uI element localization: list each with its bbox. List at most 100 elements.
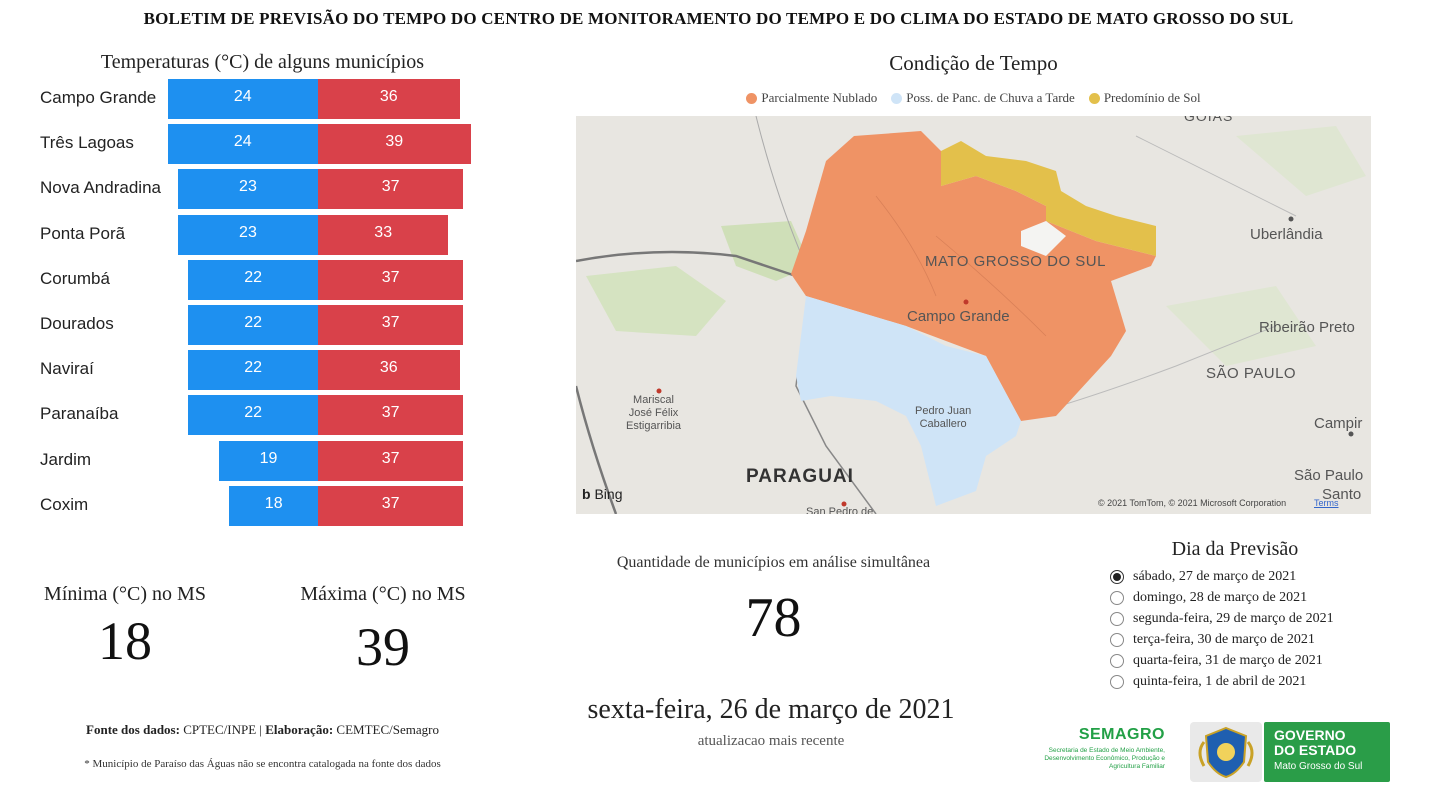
max-temp-bar[interactable]: 36 [318, 350, 460, 391]
map-border [576, 385, 618, 514]
min-temp-label: Mínima (°C) no MS [44, 583, 206, 605]
forecast-option-label: terça-feira, 30 de março de 2021 [1133, 632, 1315, 647]
city-row[interactable]: Dourados 22 37 [0, 305, 520, 347]
city-row[interactable]: Ponta Porã 23 33 [0, 214, 520, 257]
map-label-sao-paulo-state: SÃO PAULO [1206, 365, 1297, 382]
legend-dot-icon [891, 92, 903, 104]
max-temp-bar[interactable]: 37 [318, 305, 464, 345]
min-temp-bar[interactable]: 23 [177, 214, 318, 255]
radio-button[interactable] [1110, 570, 1124, 584]
map-label-campo-grande: Campo Grande [907, 308, 1010, 325]
legend-item[interactable]: Parcialmente Nublado [746, 90, 877, 106]
map-label-ribeirao-preto: Ribeirão Preto [1259, 319, 1355, 336]
max-temp-label: Máxima (°C) no MS [300, 583, 466, 605]
forecast-option[interactable]: quinta-feira, 1 de abril de 2021 [1110, 674, 1306, 690]
max-temp-bar[interactable]: 37 [318, 259, 464, 300]
map-label-paraguai: PARAGUAI [746, 466, 854, 487]
city-name: Ponta Porã [40, 223, 126, 243]
city-name: Paranaíba [40, 404, 119, 424]
city-name: Três Lagoas [40, 133, 134, 153]
source-label: Fonte dos dados: [86, 722, 180, 737]
map-label-goias: GOIÁS [1184, 116, 1234, 124]
analysis-value: 78 [745, 587, 802, 649]
max-temp-value: 39 [356, 617, 410, 677]
bing-label: Bing [594, 486, 623, 502]
forecast-option[interactable]: quarta-feira, 31 de março de 2021 [1110, 653, 1323, 669]
region-chuva-a-tarde[interactable] [796, 296, 1021, 506]
radio-button[interactable] [1110, 633, 1124, 647]
radio-button[interactable] [1110, 675, 1124, 689]
city-row[interactable]: Jardim 19 37 [0, 440, 520, 483]
map-label-mariscal: Mariscal José Félix Estigarribia [626, 394, 682, 432]
campinas-marker[interactable] [1348, 431, 1354, 437]
legend-label: Parcialmente Nublado [761, 90, 878, 105]
semagro-logo: SEMAGRO Secretaria de Estado de Meio Amb… [1030, 726, 1165, 776]
city-name: Dourados [40, 314, 114, 333]
city-row[interactable]: Coxim 18 37 [0, 485, 520, 528]
min-temp-bar[interactable]: 24 [167, 79, 318, 119]
forecast-option[interactable]: domingo, 28 de março de 2021 [1110, 590, 1307, 606]
forecast-option[interactable]: terça-feira, 30 de março de 2021 [1110, 632, 1315, 648]
city-name: Campo Grande [40, 88, 157, 107]
max-temp-bar[interactable]: 37 [318, 440, 464, 481]
min-temp-value: 18 [98, 611, 152, 671]
mariscal-marker[interactable] [656, 388, 662, 394]
forecast-option[interactable]: segunda-feira, 29 de março de 2021 [1110, 611, 1334, 627]
min-temp-bar[interactable]: 23 [177, 169, 318, 210]
city-row[interactable]: Naviraí 22 36 [0, 350, 520, 392]
city-row[interactable]: Paranaíba 22 37 [0, 395, 520, 437]
min-temp-bar[interactable]: 22 [188, 350, 318, 391]
weather-map[interactable]: GOIÁS Uberlândia MATO GROSSO DO SUL Camp… [576, 116, 1371, 514]
map-terms-link[interactable]: Terms [1314, 498, 1339, 508]
min-temp-bar[interactable]: 19 [219, 440, 318, 481]
author-value: CEMTEC/Semagro [333, 722, 439, 737]
current-subtitle: atualizacao mais recente [697, 733, 845, 749]
government-logo: GOVERNO DO ESTADO Mato Grosso do Sul [1190, 722, 1390, 782]
max-temp-bar[interactable]: 37 [318, 169, 464, 210]
gov-line-1: GOVERNO [1274, 727, 1346, 743]
region-predominio-de-sol[interactable] [941, 141, 1156, 256]
author-label: Elaboração: [265, 722, 334, 737]
forecast-option-label: segunda-feira, 29 de março de 2021 [1133, 611, 1334, 626]
map-vegetation [586, 266, 726, 336]
city-name: Nova Andradina [40, 178, 161, 198]
city-row[interactable]: Três Lagoas 24 39 [0, 124, 520, 166]
map-label-campinas: Campir [1314, 415, 1363, 432]
min-temp-bar[interactable]: 22 [188, 305, 318, 345]
bing-b-icon: b [582, 486, 591, 502]
min-temp-bar[interactable]: 22 [188, 395, 318, 436]
map-legend: Parcialmente Nublado Poss. de Panc. de Ch… [576, 90, 1371, 106]
legend-item[interactable]: Poss. de Panc. de Chuva a Tarde [891, 90, 1075, 106]
map-label-san-pedro: San Pedro de [806, 506, 874, 514]
city-row[interactable]: Corumbá 22 37 [0, 259, 520, 302]
city-row[interactable]: Nova Andradina 23 37 [0, 169, 520, 211]
min-temp-bar[interactable]: 18 [229, 485, 318, 526]
max-temp-bar[interactable]: 37 [318, 485, 464, 526]
radio-button[interactable] [1110, 612, 1124, 626]
max-temp-bar[interactable]: 36 [318, 79, 460, 119]
radio-button[interactable] [1110, 654, 1124, 668]
city-row[interactable]: Campo Grande 24 36 [0, 79, 520, 121]
map-internal-border [875, 195, 937, 297]
map-title: Condição de Tempo [889, 51, 1058, 75]
forecast-option-label: quarta-feira, 31 de março de 2021 [1133, 653, 1323, 668]
map-label-santos: Santo [1322, 486, 1362, 503]
legend-dot-icon [1088, 92, 1100, 104]
san-pedro-marker[interactable] [841, 501, 847, 507]
max-temp-bar[interactable]: 33 [318, 214, 449, 255]
uberlandia-marker[interactable] [1288, 216, 1294, 222]
city-name: Naviraí [40, 359, 94, 379]
bing-logo: b Bing [582, 486, 622, 502]
min-temp-bar[interactable]: 22 [188, 259, 318, 300]
legend-item[interactable]: Predomínio de Sol [1088, 90, 1201, 106]
map-internal-border [935, 235, 1047, 337]
campo-grande-marker[interactable] [963, 299, 969, 305]
legend-dot-icon [746, 92, 758, 104]
semagro-name: SEMAGRO [1078, 726, 1165, 743]
radio-button[interactable] [1110, 591, 1124, 605]
min-temp-bar[interactable]: 24 [167, 124, 318, 165]
max-temp-bar[interactable]: 37 [318, 395, 464, 436]
max-temp-bar[interactable]: 39 [318, 124, 471, 165]
legend-label: Predomínio de Sol [1103, 90, 1201, 105]
forecast-option[interactable]: sábado, 27 de março de 2021 [1110, 569, 1296, 585]
